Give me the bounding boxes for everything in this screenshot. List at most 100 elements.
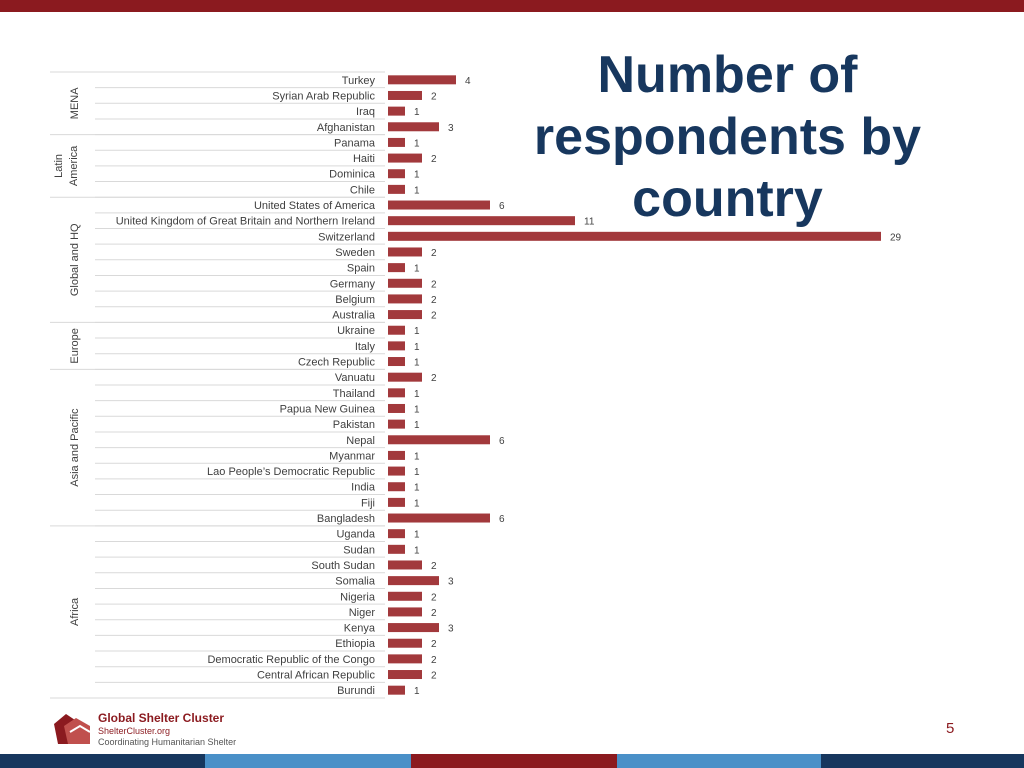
data-label: 1: [414, 545, 420, 556]
category-label: Spain: [347, 263, 375, 275]
bar: [388, 497, 405, 507]
category-label: Ukraine: [337, 325, 375, 337]
strip-segment: [0, 754, 205, 768]
group-label: Latin: [53, 154, 65, 178]
category-label: Nigeria: [340, 591, 376, 603]
top-accent-bar: [0, 0, 1024, 12]
data-label: 2: [431, 279, 437, 290]
bar: [388, 466, 405, 476]
data-label: 1: [414, 530, 420, 541]
category-label: Turkey: [342, 75, 376, 87]
data-label: 1: [414, 358, 420, 369]
data-label: 1: [414, 107, 420, 118]
data-label: 2: [431, 561, 437, 572]
data-label: 2: [431, 655, 437, 666]
group-label: Global and HQ: [69, 223, 81, 296]
category-label: Dominica: [329, 169, 376, 181]
data-label: 3: [448, 123, 454, 134]
bar: [388, 576, 439, 586]
category-label: Fiji: [361, 497, 375, 509]
category-label: Uganda: [336, 529, 375, 541]
data-label: 2: [431, 592, 437, 603]
data-label: 1: [414, 451, 420, 462]
category-label: Iraq: [356, 106, 375, 118]
data-label: 2: [431, 91, 437, 102]
category-label: South Sudan: [311, 560, 375, 572]
category-label: Czech Republic: [298, 357, 376, 369]
bar: [388, 654, 422, 664]
data-label: 2: [431, 639, 437, 650]
category-label: Germany: [330, 278, 376, 290]
data-label: 6: [499, 201, 505, 212]
bar: [388, 200, 490, 210]
bar: [388, 169, 405, 179]
bar: [388, 560, 422, 570]
data-label: 2: [431, 311, 437, 322]
category-label: Vanuatu: [335, 372, 375, 384]
data-label: 2: [431, 671, 437, 682]
data-label: 1: [414, 467, 420, 478]
footer-site-link[interactable]: ShelterCluster.org: [98, 726, 171, 736]
bar: [388, 607, 422, 617]
bar: [388, 529, 405, 539]
bar: [388, 341, 405, 351]
data-label: 2: [431, 373, 437, 384]
data-label: 3: [448, 577, 454, 588]
category-label: Nepal: [346, 435, 375, 447]
category-label: India: [351, 482, 376, 494]
category-label: Democratic Republic of the Congo: [207, 654, 375, 666]
category-label: Panama: [334, 137, 376, 149]
footer-org-name: Global Shelter Cluster: [98, 711, 225, 725]
data-label: 1: [414, 498, 420, 509]
category-label: Kenya: [344, 623, 376, 635]
strip-segment: [411, 754, 617, 768]
data-label: 1: [414, 389, 420, 400]
bar: [388, 153, 422, 163]
data-label: 1: [414, 326, 420, 337]
category-label: Belgium: [335, 294, 375, 306]
bar: [388, 591, 422, 601]
bar: [388, 294, 422, 304]
category-label: Afghanistan: [317, 122, 375, 134]
category-label: Sweden: [335, 247, 375, 259]
bar: [388, 122, 439, 132]
category-label: Syrian Arab Republic: [272, 90, 375, 102]
data-label: 2: [431, 248, 437, 259]
bar: [388, 357, 405, 367]
category-label: Thailand: [333, 388, 375, 400]
category-label: Burundi: [337, 685, 375, 697]
bar: [388, 670, 422, 680]
category-label: Myanmar: [329, 450, 375, 462]
data-label: 11: [584, 217, 595, 228]
bar: [388, 623, 439, 633]
category-label: United Kingdom of Great Britain and Nort…: [116, 216, 375, 228]
group-label: Europe: [69, 328, 81, 363]
category-label: Australia: [332, 310, 376, 322]
bar: [388, 544, 405, 554]
category-label: Ethiopia: [335, 638, 376, 650]
bar: [388, 419, 405, 429]
footer-tagline: Coordinating Humanitarian Shelter: [98, 737, 237, 747]
data-label: 2: [431, 154, 437, 165]
strip-segment: [617, 754, 821, 768]
bar: [388, 513, 490, 523]
data-label: 3: [448, 624, 454, 635]
data-label: 1: [414, 264, 420, 275]
data-label: 1: [414, 404, 420, 415]
category-label: Bangladesh: [317, 513, 375, 525]
bar: [388, 216, 575, 226]
data-label: 2: [431, 608, 437, 619]
strip-segment: [205, 754, 411, 768]
data-label: 1: [414, 686, 420, 697]
data-label: 29: [890, 232, 902, 243]
bar: [388, 90, 422, 100]
category-label: Somalia: [335, 576, 376, 588]
strip-segment: [821, 754, 1024, 768]
category-label: Lao People’s Democratic Republic: [207, 466, 375, 478]
category-label: United States of America: [254, 200, 376, 212]
group-label: Asia and Pacific: [69, 408, 81, 487]
data-label: 4: [465, 76, 471, 87]
data-label: 1: [414, 138, 420, 149]
